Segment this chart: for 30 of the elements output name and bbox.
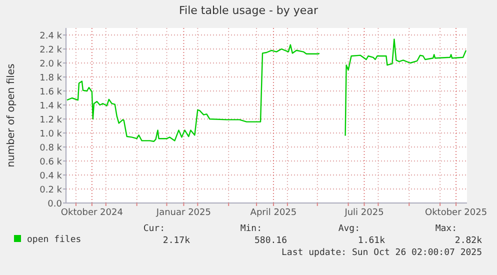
legend-label: open files (27, 235, 82, 245)
y-tick-label: 2.4 k (40, 32, 63, 42)
x-tick-label: Oktober 2024 (60, 208, 124, 218)
x-tick-label: Juli 2025 (344, 208, 384, 218)
y-tick-label: 0.2 k (40, 186, 63, 196)
y-tick-label: 1.2 k (40, 116, 63, 126)
chart-title: File table usage - by year (179, 4, 318, 17)
y-tick-label: 2.2 k (40, 46, 63, 56)
y-tick-label: 1.0 k (40, 130, 63, 140)
y-axis-title: number of open files (6, 64, 17, 168)
y-tick-label: 0.8 k (40, 144, 63, 154)
text: 2.82k (454, 236, 483, 246)
y-tick-label: 0.6 k (40, 158, 63, 168)
text: 580.16 (254, 236, 287, 246)
y-tick-label: 0.0 (48, 200, 62, 210)
x-tick-label: Oktober 2025 (425, 208, 488, 218)
y-tick-label: 1.4 k (40, 102, 63, 112)
y-tick-label: 0.4 k (40, 172, 63, 182)
text: Cur: (143, 224, 165, 234)
x-tick-label: Januar 2025 (155, 208, 211, 218)
text: 1.61k (358, 236, 386, 246)
y-tick-label: 2.0 k (40, 60, 63, 70)
text: Avg: (338, 224, 360, 234)
text: Min: (240, 224, 262, 234)
text: 2.17k (162, 236, 191, 246)
text: Max: (435, 224, 457, 234)
text: Last update: Sun Oct 26 02:00:07 2025 (282, 248, 482, 258)
y-tick-label: 1.6 k (40, 88, 63, 98)
x-tick-label: April 2025 (250, 208, 297, 218)
y-tick-label: 1.8 k (40, 74, 63, 84)
